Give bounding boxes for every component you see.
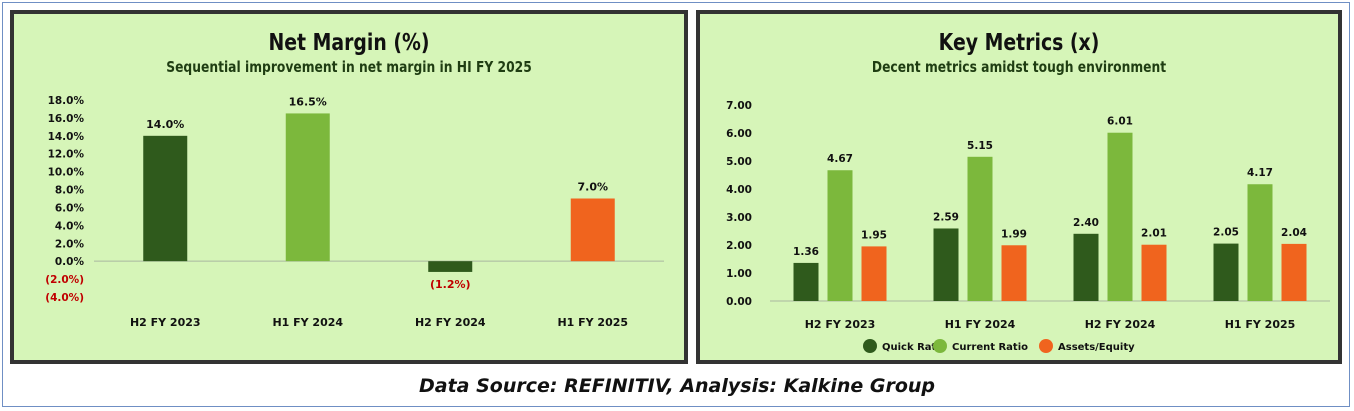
bar-current-ratio bbox=[967, 156, 993, 301]
y-tick-label: 1.00 bbox=[726, 268, 752, 280]
data-label: 6.01 bbox=[1107, 116, 1133, 128]
y-tick-label: 7.00 bbox=[726, 100, 752, 112]
data-label: 1.36 bbox=[793, 246, 819, 258]
bar-assets-equity bbox=[1281, 243, 1307, 301]
legend-label: Current Ratio bbox=[952, 342, 1028, 353]
y-tick-label: 0.0% bbox=[55, 256, 85, 268]
y-tick-label: 5.00 bbox=[726, 156, 752, 168]
data-label: 4.67 bbox=[827, 153, 853, 165]
y-tick-label: 3.00 bbox=[726, 212, 752, 224]
y-tick-label: 8.0% bbox=[55, 185, 85, 197]
bar-4 bbox=[570, 198, 615, 262]
data-label: 4.17 bbox=[1247, 167, 1273, 179]
key-metrics-chart: 0.00 1.00 2.00 3.00 4.00 5.00 6.00 7.00 1.36 4.67… bbox=[726, 100, 1330, 353]
bar-1 bbox=[143, 135, 188, 262]
bar-current-ratio bbox=[1107, 132, 1133, 301]
y-tick-label: (2.0%) bbox=[45, 274, 84, 286]
y-tick-label: 18.0% bbox=[48, 95, 85, 107]
x-category-label: H2 FY 2023 bbox=[130, 316, 201, 329]
x-category-label: H1 FY 2024 bbox=[945, 318, 1016, 331]
y-tick-label: 4.0% bbox=[55, 220, 85, 232]
net-margin-title: Net Margin (%) bbox=[268, 30, 430, 56]
bar-current-ratio bbox=[827, 170, 853, 301]
data-label: 14.0% bbox=[146, 118, 184, 131]
data-label: 2.05 bbox=[1213, 227, 1239, 239]
data-label: 5.15 bbox=[967, 140, 993, 152]
bar-current-ratio bbox=[1247, 184, 1273, 301]
bar-2 bbox=[285, 113, 330, 262]
key-metrics-subtitle: Decent metrics amidst tough environment bbox=[871, 58, 1167, 76]
data-label: 7.0% bbox=[577, 181, 608, 194]
y-tick-label: 14.0% bbox=[48, 131, 85, 143]
data-label: 1.99 bbox=[1001, 228, 1027, 240]
net-margin-chart: 18.0% 16.0% 14.0% 12.0% 10.0% 8.0% 6.0% 4.0% 2.0… bbox=[45, 95, 664, 329]
x-category-label: H2 FY 2024 bbox=[1085, 318, 1156, 331]
legend-label: Quick Ratio bbox=[882, 342, 947, 353]
data-label: 2.59 bbox=[933, 211, 959, 223]
net-margin-panel: Net Margin (%) Sequential improvement in… bbox=[10, 10, 688, 364]
bar-quick-ratio bbox=[933, 228, 959, 301]
x-category-label: H2 FY 2023 bbox=[805, 318, 876, 331]
legend-label: Assets/Equity bbox=[1058, 342, 1135, 353]
data-label: 2.04 bbox=[1281, 227, 1307, 239]
x-category-label: H1 FY 2025 bbox=[1225, 318, 1296, 331]
bar-assets-equity bbox=[1141, 244, 1167, 301]
x-category-label: H1 FY 2025 bbox=[557, 316, 628, 329]
y-tick-label: 4.00 bbox=[726, 184, 752, 196]
data-label: (1.2%) bbox=[430, 278, 471, 291]
bar-assets-equity bbox=[861, 246, 887, 301]
legend-swatch bbox=[933, 339, 947, 353]
y-tick-label: 0.00 bbox=[726, 296, 752, 308]
bar-quick-ratio bbox=[1213, 243, 1239, 301]
x-category-label: H2 FY 2024 bbox=[415, 316, 486, 329]
data-source-note: Data Source: REFINITIV, Analysis: Kalkin… bbox=[418, 375, 935, 397]
bar-quick-ratio bbox=[793, 262, 819, 301]
data-label: 16.5% bbox=[289, 95, 327, 108]
y-tick-label: 10.0% bbox=[48, 167, 85, 179]
legend-swatch bbox=[1039, 339, 1053, 353]
key-metrics-panel: Key Metrics (x) Decent metrics amidst to… bbox=[696, 10, 1342, 364]
legend-swatch bbox=[863, 339, 877, 353]
y-tick-label: 2.0% bbox=[55, 238, 85, 250]
y-tick-label: 6.0% bbox=[55, 202, 85, 214]
y-tick-label: 12.0% bbox=[48, 149, 85, 161]
data-label: 2.40 bbox=[1073, 217, 1099, 229]
x-category-label: H1 FY 2024 bbox=[272, 316, 343, 329]
bar-3 bbox=[428, 261, 473, 272]
bar-assets-equity bbox=[1001, 245, 1027, 301]
key-metrics-title: Key Metrics (x) bbox=[938, 30, 1100, 56]
y-tick-label: 6.00 bbox=[726, 128, 752, 140]
y-tick-label: 16.0% bbox=[48, 113, 85, 125]
y-tick-label: (4.0%) bbox=[45, 292, 84, 304]
data-label: 2.01 bbox=[1141, 228, 1167, 240]
bar-quick-ratio bbox=[1073, 233, 1099, 301]
data-label: 1.95 bbox=[861, 229, 887, 241]
y-tick-label: 2.00 bbox=[726, 240, 752, 252]
net-margin-subtitle: Sequential improvement in net margin in … bbox=[166, 58, 532, 76]
